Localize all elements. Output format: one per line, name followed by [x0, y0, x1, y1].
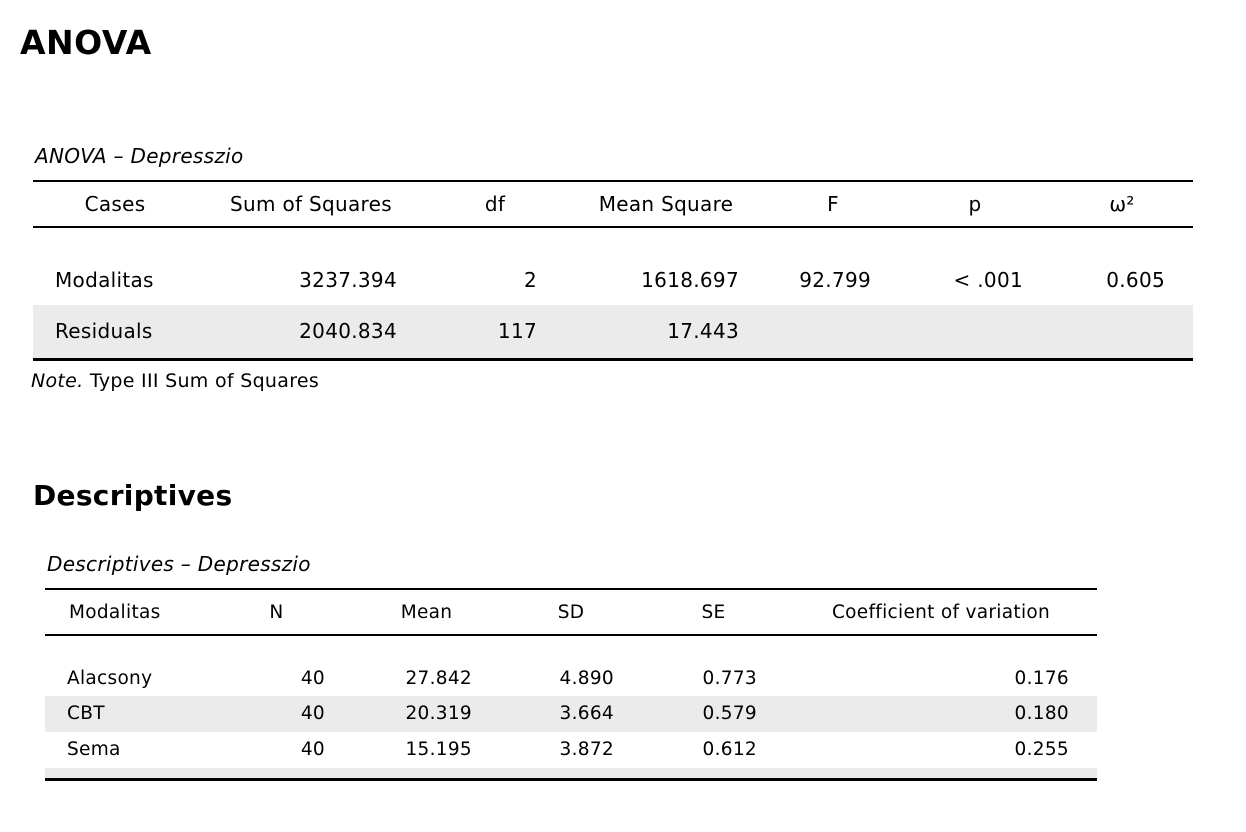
anova-header-row: Cases Sum of Squares df Mean Square F p … [33, 180, 1193, 228]
cell-f [767, 305, 899, 360]
note-label: Note. [31, 369, 84, 392]
anova-row-residuals: Residuals 2040.834 117 17.443 [33, 304, 1193, 360]
cell-sd: 4.890 [559, 667, 614, 689]
column-header-modalitas: Modalitas [45, 589, 200, 637]
descriptives-row-cbt: CBT 40 20.319 3.664 0.579 0.180 [45, 696, 1097, 733]
cell-modalitas: CBT [67, 702, 105, 724]
cell-n: 40 [300, 702, 325, 724]
cell-df: 117 [497, 319, 537, 344]
cell-df: 2 [523, 267, 537, 292]
column-header-df: df [425, 180, 565, 228]
cell-mean: 20.319 [405, 702, 472, 724]
cell-se: 0.579 [702, 702, 757, 724]
anova-row-modalitas: Modalitas 3237.394 2 1618.697 92.799 < .… [33, 227, 1193, 305]
note-text: Type III Sum of Squares [89, 369, 320, 392]
column-header-n: N [200, 589, 353, 637]
cell-p [899, 305, 1051, 360]
anova-table: Cases Sum of Squares df Mean Square F p … [33, 179, 1193, 361]
anova-table-note: Note. Type III Sum of Squares [31, 370, 1246, 392]
descriptives-table-title: Descriptives – Depresszio [47, 552, 311, 577]
column-header-mean: Mean [353, 589, 500, 637]
cell-modalitas: Alacsony [67, 667, 153, 689]
cell-se: 0.773 [702, 667, 757, 689]
cell-coefficient-of-variation: 0.255 [1014, 738, 1069, 760]
cell-n: 40 [300, 738, 325, 760]
descriptives-table: Modalitas N Mean SD SE Coefficient of va… [45, 588, 1097, 782]
column-header-coefficient-of-variation: Coefficient of variation [785, 589, 1097, 637]
column-header-omega-squared: ω² [1051, 180, 1193, 228]
anova-table-container: ANOVA – Depresszio Cases Sum of Squares … [33, 144, 1193, 361]
cell-se: 0.612 [702, 738, 757, 760]
column-header-mean-square: Mean Square [565, 180, 767, 228]
cell-coefficient-of-variation: 0.180 [1014, 702, 1069, 724]
cell-coefficient-of-variation: 0.176 [1014, 667, 1069, 689]
descriptives-spacer-row [45, 768, 1097, 780]
cell-sd: 3.664 [559, 702, 614, 724]
anova-section-heading: ANOVA [20, 23, 152, 62]
cell-sum-of-squares: 2040.834 [299, 319, 397, 344]
cell-n: 40 [300, 667, 325, 689]
cell-sd: 3.872 [559, 738, 614, 760]
descriptives-row-sema: Sema 40 15.195 3.872 0.612 0.255 [45, 732, 1097, 768]
cell-omega-squared: 0.605 [1106, 267, 1165, 292]
cell-cases: Residuals [55, 319, 153, 344]
cell-mean: 27.842 [405, 667, 472, 689]
cell-cases: Modalitas [55, 267, 154, 292]
cell-f: 92.799 [799, 267, 871, 292]
cell-sum-of-squares: 3237.394 [299, 267, 397, 292]
descriptives-row-alacsony: Alacsony 40 27.842 4.890 0.773 0.176 [45, 635, 1097, 696]
column-header-sd: SD [500, 589, 642, 637]
descriptives-header-row: Modalitas N Mean SD SE Coefficient of va… [45, 589, 1097, 637]
cell-modalitas: Sema [67, 738, 121, 760]
cell-p: < .001 [953, 267, 1023, 292]
cell-mean: 15.195 [405, 738, 472, 760]
column-header-p: p [899, 180, 1051, 228]
cell-mean-square: 1618.697 [641, 267, 739, 292]
column-header-f: F [767, 180, 899, 228]
descriptives-section-heading: Descriptives [33, 478, 233, 512]
column-header-cases: Cases [33, 180, 197, 228]
anova-table-title: ANOVA – Depresszio [35, 143, 244, 168]
cell-mean-square: 17.443 [667, 319, 739, 344]
cell-omega-squared [1051, 305, 1193, 360]
descriptives-table-container: Descriptives – Depresszio Modalitas N Me… [45, 552, 1097, 782]
spacer-cell [45, 768, 1097, 780]
column-header-se: SE [642, 589, 785, 637]
column-header-sum-of-squares: Sum of Squares [197, 180, 425, 228]
